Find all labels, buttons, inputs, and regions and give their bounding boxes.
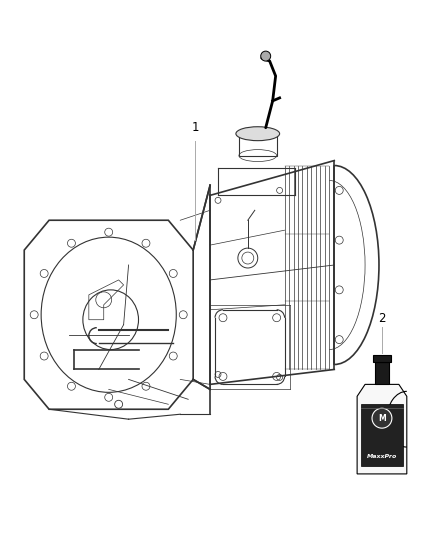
Circle shape <box>261 51 271 61</box>
Polygon shape <box>361 404 403 466</box>
Ellipse shape <box>236 127 279 141</box>
Text: M: M <box>378 414 386 423</box>
Text: 1: 1 <box>191 120 199 134</box>
Text: 2: 2 <box>378 312 386 325</box>
Polygon shape <box>375 362 389 384</box>
Circle shape <box>372 408 392 428</box>
Text: MaxxPro: MaxxPro <box>367 454 397 458</box>
Polygon shape <box>373 354 391 362</box>
Polygon shape <box>357 384 407 474</box>
